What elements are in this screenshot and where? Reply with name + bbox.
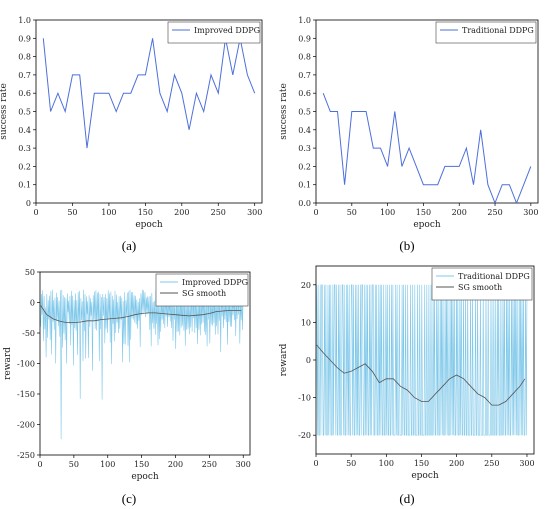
y-tick-label: 1.0 [298, 16, 311, 25]
y-tick-label: 0.4 [18, 126, 31, 135]
legend-label: Traditional DDPG [458, 272, 530, 281]
x-tick-label: 50 [347, 208, 357, 217]
x-tick-label: 200 [168, 460, 183, 469]
panel-label: (c) [122, 491, 136, 506]
legend-label: SG smooth [182, 289, 226, 298]
x-tick-label: 250 [211, 208, 226, 217]
y-tick-label: 0.3 [18, 144, 31, 153]
y-tick-label: 0.8 [18, 53, 31, 62]
y-tick-label: -50 [22, 329, 35, 338]
series-line-2 [316, 344, 526, 406]
y-tick-label: 0.8 [298, 53, 311, 62]
x-tick-label: 0 [37, 460, 42, 469]
y-tick-label: -250 [17, 451, 35, 460]
x-tick-label: 300 [519, 459, 534, 468]
y-tick-label: 0.9 [298, 34, 311, 43]
y-tick-label: 10 [301, 318, 311, 327]
y-tick-label: 0 [306, 356, 311, 365]
panel-label: (a) [122, 238, 136, 253]
y-tick-label: 0.6 [298, 89, 311, 98]
y-tick-label: 0.2 [298, 162, 311, 171]
panel-label: (d) [399, 491, 414, 506]
y-tick-label: -10 [298, 394, 311, 403]
y-tick-label: 0.0 [298, 199, 311, 208]
panel-a: 0 50 100 150 200 250 300 0 0.1 0.2 0.3 0.4 0.5 0.6 0.7… [0, 16, 263, 253]
y-tick-label: 0.7 [18, 71, 31, 80]
x-axis-label: epoch [131, 472, 159, 482]
y-tick-label: -100 [17, 360, 35, 369]
y-tick-label: -20 [298, 431, 311, 440]
x-axis-label: epoch [411, 471, 439, 481]
x-tick-label: 100 [379, 459, 394, 468]
y-tick-label: 0.1 [298, 181, 311, 190]
x-tick-label: 150 [134, 460, 149, 469]
y-tick-label: 0.5 [298, 108, 311, 117]
x-tick-label: 50 [69, 460, 79, 469]
x-tick-label: 100 [101, 208, 116, 217]
x-tick-label: 250 [202, 460, 217, 469]
y-tick-label: -150 [17, 390, 35, 399]
y-tick-label: 50 [25, 268, 35, 277]
legend-box [431, 267, 533, 301]
plot-frame [35, 19, 263, 204]
y-tick-label: 0 [30, 299, 35, 308]
y-tick-label: 0 [26, 199, 31, 208]
x-tick-label: 300 [236, 460, 251, 469]
x-tick-label: 250 [484, 459, 499, 468]
legend-label: Improved DDPG [182, 278, 248, 287]
x-tick-label: 300 [523, 208, 538, 217]
x-axis-label: epoch [413, 220, 441, 230]
series-line-1 [316, 284, 528, 436]
x-tick-label: 200 [449, 459, 464, 468]
x-tick-label: 150 [414, 459, 429, 468]
series-line-1 [42, 38, 256, 149]
x-tick-label: 100 [380, 208, 395, 217]
legend-label: Improved DDPG [194, 26, 260, 35]
panel-label: (b) [399, 238, 414, 253]
plot-frame [315, 19, 539, 204]
y-tick-label: 0.7 [298, 71, 311, 80]
panel-c: 0 50 100 150 200 250 300 -250 -200 -150 -100 -50 0 50… [3, 268, 251, 506]
y-tick-label: 0.5 [18, 108, 31, 117]
x-tick-label: 0 [313, 208, 318, 217]
x-tick-label: 250 [487, 208, 502, 217]
x-tick-label: 150 [138, 208, 153, 217]
legend-label: Traditional DDPG [462, 26, 534, 35]
y-axis-label: success rate [279, 83, 289, 140]
x-tick-label: 200 [452, 208, 467, 217]
legend-box [155, 273, 249, 307]
series-line-1 [40, 289, 244, 440]
legend-box [167, 21, 261, 44]
x-tick-label: 0 [33, 208, 38, 217]
x-tick-label: 50 [67, 208, 77, 217]
y-tick-label: 0.4 [298, 126, 311, 135]
y-tick-label: 0.2 [18, 162, 31, 171]
y-tick-label: 0.6 [18, 89, 31, 98]
y-tick-label: 0.9 [18, 34, 31, 43]
y-tick-label: 0.1 [18, 181, 31, 190]
y-tick-label: 0.3 [298, 144, 311, 153]
y-tick-label: -200 [17, 421, 35, 430]
panel-d: 0 50 100 150 200 250 300 -20 -10 0 10 20 epoch reward… [279, 265, 535, 506]
series-line-1 [322, 93, 532, 203]
x-tick-label: 300 [247, 208, 262, 217]
y-axis-label: reward [3, 347, 13, 380]
y-tick-label: 20 [301, 281, 311, 290]
legend-box [435, 21, 537, 44]
x-tick-label: 100 [100, 460, 115, 469]
series-line-2 [40, 305, 242, 323]
y-tick-label: 1.0 [18, 16, 31, 25]
x-tick-label: 150 [416, 208, 431, 217]
legend-label: SG smooth [458, 283, 502, 292]
x-axis-label: epoch [135, 220, 163, 230]
y-axis-label: success rate [0, 83, 9, 140]
x-tick-label: 50 [346, 459, 356, 468]
y-axis-label: reward [279, 343, 289, 376]
panel-b: 0 50 100 150 200 250 300 0.0 0.1 0.2 0.3 0.4 0.5 0.6 0… [279, 16, 538, 253]
x-tick-label: 0 [313, 459, 318, 468]
x-tick-label: 200 [174, 208, 189, 217]
